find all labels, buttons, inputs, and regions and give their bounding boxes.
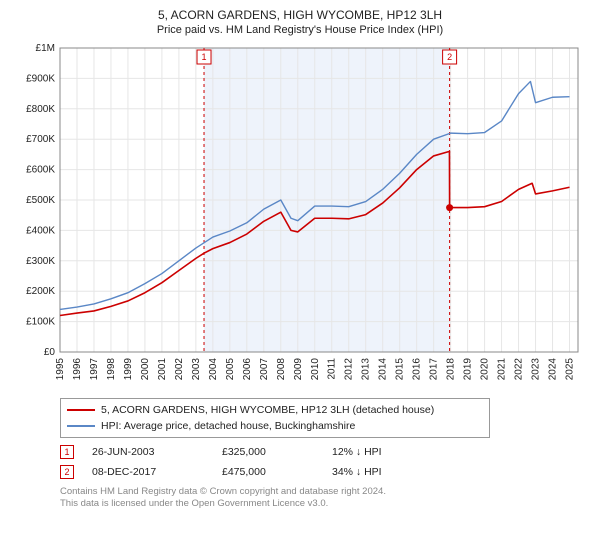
svg-text:2007: 2007 (259, 357, 270, 380)
svg-text:£900K: £900K (26, 73, 55, 84)
svg-text:1998: 1998 (106, 357, 117, 380)
svg-text:2012: 2012 (344, 357, 355, 380)
svg-text:2021: 2021 (497, 357, 508, 380)
svg-text:£800K: £800K (26, 103, 55, 114)
svg-text:2009: 2009 (293, 357, 304, 380)
svg-text:£0: £0 (44, 347, 56, 358)
svg-text:2003: 2003 (191, 357, 202, 380)
svg-text:2016: 2016 (412, 357, 423, 380)
line-chart: £0 £100K £200K £300K £400K £500K £600K £700K £80… (12, 42, 588, 392)
legend-swatch (67, 409, 95, 411)
svg-text:2015: 2015 (395, 357, 406, 380)
marker-price: £475,000 (222, 466, 332, 478)
svg-text:£300K: £300K (26, 255, 55, 266)
svg-text:2018: 2018 (446, 357, 457, 380)
marker-badge: 1 (60, 445, 74, 459)
svg-text:£500K: £500K (26, 195, 55, 206)
legend-swatch (67, 425, 95, 427)
svg-text:2014: 2014 (378, 357, 389, 380)
svg-text:£600K: £600K (26, 164, 55, 175)
marker-badge: 2 (60, 465, 74, 479)
svg-text:2024: 2024 (548, 357, 559, 380)
page-subtitle: Price paid vs. HM Land Registry's House … (12, 24, 588, 36)
svg-text:2006: 2006 (242, 357, 253, 380)
svg-text:£700K: £700K (26, 134, 55, 145)
legend-item: 5, ACORN GARDENS, HIGH WYCOMBE, HP12 3LH… (67, 402, 483, 418)
marker-date: 26-JUN-2003 (92, 446, 222, 458)
footer-line: Contains HM Land Registry data © Crown c… (60, 486, 588, 498)
marker-row: 1 26-JUN-2003 £325,000 12% ↓ HPI (60, 442, 588, 462)
svg-text:2: 2 (447, 52, 452, 62)
svg-text:£200K: £200K (26, 286, 55, 297)
svg-text:2011: 2011 (327, 357, 338, 379)
footer-line: This data is licensed under the Open Gov… (60, 498, 588, 510)
marker-price: £325,000 (222, 446, 332, 458)
marker-delta: 12% ↓ HPI (332, 446, 442, 458)
svg-text:1997: 1997 (89, 357, 100, 380)
page-title: 5, ACORN GARDENS, HIGH WYCOMBE, HP12 3LH (12, 8, 588, 24)
svg-text:2004: 2004 (208, 357, 219, 380)
svg-text:2020: 2020 (480, 357, 491, 380)
svg-text:2010: 2010 (310, 357, 321, 380)
svg-text:2022: 2022 (514, 357, 525, 380)
svg-text:1995: 1995 (55, 357, 66, 380)
svg-text:2000: 2000 (140, 357, 151, 380)
footer-text: Contains HM Land Registry data © Crown c… (60, 486, 588, 511)
svg-text:2008: 2008 (276, 357, 287, 380)
svg-text:1999: 1999 (123, 357, 134, 380)
svg-text:£1M: £1M (36, 43, 55, 54)
svg-text:2013: 2013 (361, 357, 372, 380)
svg-text:2005: 2005 (225, 357, 236, 380)
svg-text:1996: 1996 (72, 357, 83, 380)
svg-text:2023: 2023 (531, 357, 542, 380)
marker-delta: 34% ↓ HPI (332, 466, 442, 478)
legend-item: HPI: Average price, detached house, Buck… (67, 418, 483, 434)
svg-text:1: 1 (202, 52, 207, 62)
marker-row: 2 08-DEC-2017 £475,000 34% ↓ HPI (60, 462, 588, 482)
legend-label: HPI: Average price, detached house, Buck… (101, 420, 355, 432)
svg-text:2017: 2017 (429, 357, 440, 380)
svg-text:2025: 2025 (565, 357, 576, 380)
svg-text:£100K: £100K (26, 316, 55, 327)
svg-text:2001: 2001 (157, 357, 168, 380)
svg-text:2019: 2019 (463, 357, 474, 380)
marker-date: 08-DEC-2017 (92, 466, 222, 478)
svg-text:2002: 2002 (174, 357, 185, 380)
legend-label: 5, ACORN GARDENS, HIGH WYCOMBE, HP12 3LH… (101, 404, 434, 416)
legend: 5, ACORN GARDENS, HIGH WYCOMBE, HP12 3LH… (60, 398, 490, 438)
chart-container: 5, ACORN GARDENS, HIGH WYCOMBE, HP12 3LH… (0, 0, 600, 510)
svg-text:£400K: £400K (26, 225, 55, 236)
